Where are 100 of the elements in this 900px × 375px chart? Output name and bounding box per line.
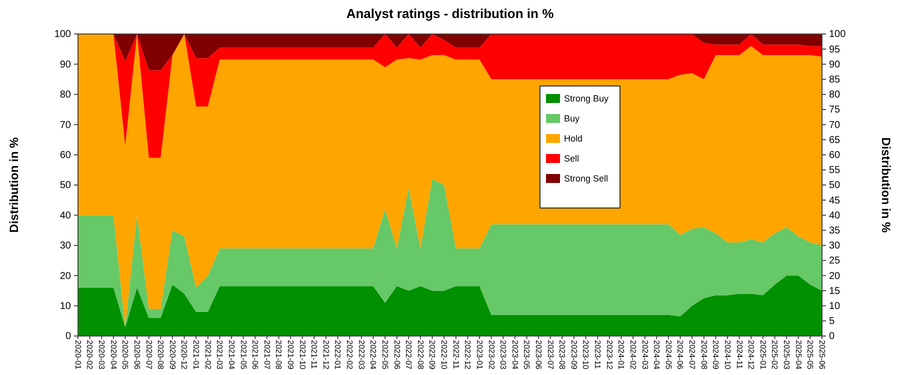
x-tick-label: 2021-05 xyxy=(238,340,248,370)
x-tick-label: 2023-06 xyxy=(534,340,544,370)
y2-tick-label: 95 xyxy=(829,44,841,56)
x-tick-label: 2024-08 xyxy=(699,340,708,370)
x-tick-label: 2025-04 xyxy=(794,340,803,370)
x-tick-label: 2024-03 xyxy=(640,340,650,370)
x-tick-label: 2024-05 xyxy=(664,340,673,370)
x-tick-label: 2023-09 xyxy=(569,340,578,370)
x-tick-label: 2020-09 xyxy=(168,340,177,370)
x-tick-label: 2025-02 xyxy=(770,340,780,370)
legend-label: Strong Sell xyxy=(564,173,608,184)
y2-tick-label: 25 xyxy=(829,256,841,267)
x-tick-label: 2023-11 xyxy=(593,340,602,370)
y-tick-label: 100 xyxy=(54,29,72,40)
y2-tick-label: 40 xyxy=(829,210,841,222)
x-tick-label: 2021-10 xyxy=(298,340,307,370)
x-tick-label: 2020-01 xyxy=(73,340,82,370)
x-tick-label: 2020-12 xyxy=(180,340,189,370)
y2-tick-label: 30 xyxy=(829,240,841,252)
x-tick-label: 2021-11 xyxy=(310,340,319,370)
x-tick-label: 2025-01 xyxy=(758,340,768,370)
y2-tick-label: 0 xyxy=(829,331,835,342)
chart-title: Analyst ratings - distribution in % xyxy=(346,6,554,21)
y2-tick-label: 70 xyxy=(829,120,841,131)
x-tick-label: 2025-03 xyxy=(782,340,792,370)
x-tick-label: 2024-02 xyxy=(628,340,638,370)
y-tick-label: 30 xyxy=(60,240,72,252)
x-tick-label: 2021-03 xyxy=(215,340,224,370)
x-tick-label: 2020-06 xyxy=(132,340,142,370)
x-tick-label: 2022-08 xyxy=(416,340,425,370)
x-tick-label: 2023-10 xyxy=(581,340,590,370)
x-tick-label: 2024-10 xyxy=(722,340,732,370)
x-tick-label: 2022-06 xyxy=(392,340,402,370)
x-tick-label: 2021-07 xyxy=(262,340,272,370)
x-tick-label: 2021-04 xyxy=(226,340,236,370)
x-tick-label: 2020-02 xyxy=(85,340,94,370)
y2-tick-label: 5 xyxy=(829,316,835,328)
x-tick-label: 2022-01 xyxy=(333,340,342,370)
x-tick-label: 2022-05 xyxy=(380,340,390,370)
y-tick-label: 70 xyxy=(60,120,72,131)
x-tick-label: 2022-07 xyxy=(404,340,414,370)
legend-label: Buy xyxy=(564,113,580,124)
x-tick-label: 2024-07 xyxy=(688,340,697,370)
legend-label: Strong Buy xyxy=(564,93,610,104)
y2-tick-label: 15 xyxy=(829,286,841,297)
x-tick-label: 2024-09 xyxy=(711,340,720,370)
y2-tick-label: 50 xyxy=(829,180,841,192)
x-tick-label: 2021-09 xyxy=(286,340,296,370)
y-axis-title: Distribution in % xyxy=(7,137,21,233)
x-tick-label: 2024-01 xyxy=(616,340,626,370)
y2-tick-label: 60 xyxy=(829,150,841,161)
legend-label: Sell xyxy=(564,153,580,164)
x-tick-label: 2024-06 xyxy=(676,340,685,370)
y-tick-label: 90 xyxy=(60,59,72,70)
x-tick-label: 2024-11 xyxy=(734,340,744,370)
x-tick-label: 2025-06 xyxy=(817,340,826,370)
y-tick-label: 20 xyxy=(60,270,72,282)
y2-tick-label: 45 xyxy=(829,195,841,206)
y2-tick-label: 20 xyxy=(829,270,841,282)
x-tick-label: 2023-07 xyxy=(546,340,555,370)
y-tick-label: 0 xyxy=(65,331,72,342)
x-tick-label: 2023-03 xyxy=(498,340,508,370)
y2-tick-label: 100 xyxy=(829,29,846,40)
x-tick-label: 2022-10 xyxy=(440,340,449,370)
x-tick-label: 2022-02 xyxy=(345,340,354,370)
x-tick-label: 2020-04 xyxy=(108,340,118,370)
x-tick-label: 2022-04 xyxy=(368,340,378,370)
x-tick-label: 2023-04 xyxy=(510,340,520,370)
x-tick-label: 2025-05 xyxy=(806,340,815,370)
x-tick-label: 2020-07 xyxy=(144,340,154,370)
x-tick-label: 2021-01 xyxy=(192,340,201,370)
y2-tick-label: 55 xyxy=(829,165,841,176)
legend-label: Hold xyxy=(564,133,583,144)
x-tick-label: 2022-03 xyxy=(356,340,366,370)
x-tick-label: 2021-06 xyxy=(250,340,260,370)
x-tick-label: 2022-12 xyxy=(463,340,472,370)
x-tick-label: 2021-12 xyxy=(321,340,330,370)
x-tick-label: 2020-05 xyxy=(120,340,130,370)
y2-tick-label: 35 xyxy=(829,226,841,236)
x-tick-label: 2023-05 xyxy=(522,340,532,370)
x-tick-label: 2020-03 xyxy=(97,340,106,370)
x-tick-label: 2023-02 xyxy=(486,340,496,370)
y-tick-label: 10 xyxy=(60,301,72,312)
y2-tick-label: 75 xyxy=(829,104,841,116)
y2-tick-label: 80 xyxy=(829,90,841,101)
y-tick-label: 40 xyxy=(60,210,72,222)
y2-tick-label: 90 xyxy=(829,59,841,70)
y2-tick-label: 65 xyxy=(829,134,841,146)
x-tick-label: 2024-04 xyxy=(652,340,662,370)
x-tick-label: 2022-09 xyxy=(428,340,437,370)
x-tick-label: 2021-02 xyxy=(203,340,212,370)
y-tick-label: 80 xyxy=(60,90,72,101)
x-tick-label: 2021-08 xyxy=(274,340,284,370)
x-tick-label: 2023-12 xyxy=(604,340,614,370)
x-tick-label: 2024-12 xyxy=(746,340,756,370)
x-tick-label: 2022-11 xyxy=(451,340,460,370)
x-tick-label: 2023-01 xyxy=(474,340,484,370)
y-tick-label: 60 xyxy=(60,150,72,161)
y2-tick-label: 10 xyxy=(829,301,841,312)
x-tick-label: 2023-08 xyxy=(558,340,567,370)
